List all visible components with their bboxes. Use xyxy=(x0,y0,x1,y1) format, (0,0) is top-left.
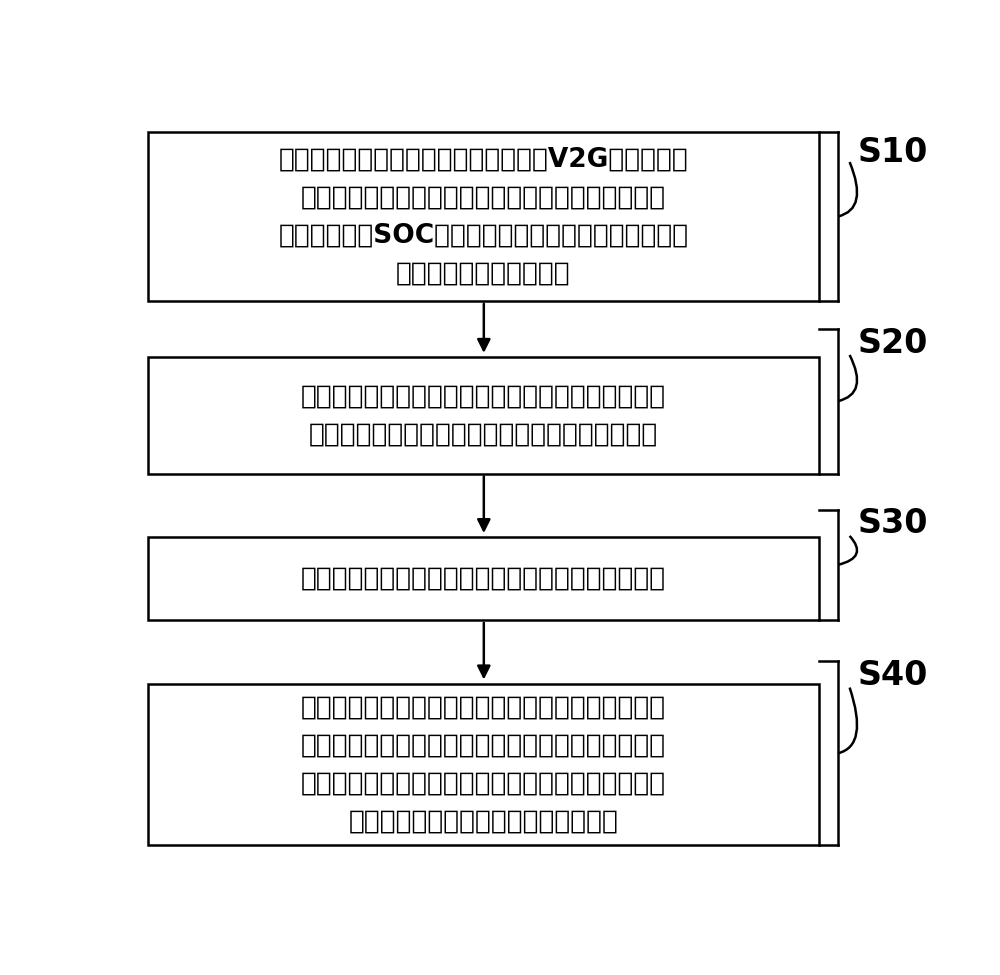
Bar xyxy=(148,683,819,845)
Text: S40: S40 xyxy=(857,659,928,692)
Text: S30: S30 xyxy=(857,507,928,540)
Text: S20: S20 xyxy=(857,328,928,360)
Bar xyxy=(148,537,819,620)
Text: 建立电网故障情况下的充电桩集群应急调控策略模型: 建立电网故障情况下的充电桩集群应急调控策略模型 xyxy=(301,566,666,592)
Text: 建立车辆出行特征模型，电网运行管理平台定期根据
历史数据库的车辆出行数据更新车辆出行特征模型: 建立车辆出行特征模型，电网运行管理平台定期根据 历史数据库的车辆出行数据更新车辆… xyxy=(301,383,666,448)
Bar xyxy=(148,357,819,474)
Bar xyxy=(148,132,819,301)
Text: 电网运行管理平台时刻获取接入电网的V2G充电桩的运
行信息，并将全量信息存入历史数据库，将充电桩实
时功率信息、SOC状态、充电功率上下限等实时信息发
送至电网: 电网运行管理平台时刻获取接入电网的V2G充电桩的运 行信息，并将全量信息存入历史… xyxy=(278,146,688,287)
Text: S10: S10 xyxy=(857,136,928,169)
Text: 电网发生故障时，电网运行控制系统输出根据系统故
障情况，确定充电桩集群的紧急功率调控目标值，调
用充电桩集群应急调控策略模型，计算充电车辆的充
放电功率指令值，: 电网发生故障时，电网运行控制系统输出根据系统故 障情况，确定充电桩集群的紧急功率… xyxy=(301,694,666,835)
